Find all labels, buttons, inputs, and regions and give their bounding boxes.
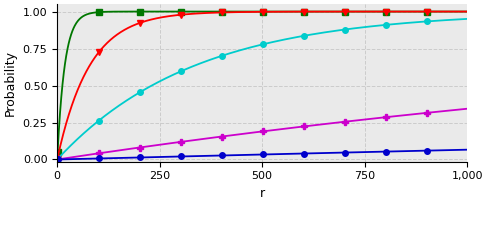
k=7 <box>381 116 387 119</box>
k=4 <box>55 150 60 153</box>
k=7 <box>55 158 60 161</box>
k=5 <box>336 10 342 13</box>
k=6 <box>381 24 387 26</box>
k=7 <box>220 135 226 138</box>
k=4 <box>235 10 241 13</box>
k=4 <box>335 10 340 13</box>
Y-axis label: Probability: Probability <box>4 50 17 116</box>
k=8 <box>96 157 102 160</box>
k=5 <box>374 10 380 13</box>
k=8 <box>235 154 241 156</box>
k=8 <box>220 154 226 157</box>
k=7 <box>235 133 241 136</box>
k=8 <box>464 148 470 151</box>
k=5 <box>220 11 226 14</box>
k=5 <box>235 11 241 13</box>
k=4 <box>96 11 102 13</box>
k=8 <box>55 158 60 161</box>
k=4 <box>375 10 380 13</box>
k=6 <box>374 24 380 27</box>
k=6 <box>464 18 470 20</box>
k=5 <box>55 156 60 159</box>
k=8 <box>374 150 380 153</box>
Line: k=8: k=8 <box>55 147 470 162</box>
k=7 <box>464 107 470 110</box>
Line: k=5: k=5 <box>54 8 470 161</box>
k=8 <box>336 151 342 154</box>
k=8 <box>381 150 387 153</box>
X-axis label: r: r <box>260 187 265 200</box>
k=6 <box>55 158 60 160</box>
k=4 <box>337 10 342 13</box>
Line: k=7: k=7 <box>55 106 470 162</box>
k=6 <box>96 119 102 122</box>
k=6 <box>336 29 342 32</box>
k=5 <box>96 50 102 53</box>
Line: k=6: k=6 <box>55 16 470 162</box>
k=4 <box>382 10 388 13</box>
k=4 <box>464 10 470 13</box>
k=5 <box>381 10 387 13</box>
k=6 <box>235 49 241 52</box>
k=7 <box>374 117 380 119</box>
k=6 <box>220 54 226 57</box>
k=7 <box>96 152 102 155</box>
k=5 <box>464 10 470 13</box>
Line: k=4: k=4 <box>54 8 470 155</box>
k=7 <box>336 121 342 124</box>
k=4 <box>220 10 226 13</box>
